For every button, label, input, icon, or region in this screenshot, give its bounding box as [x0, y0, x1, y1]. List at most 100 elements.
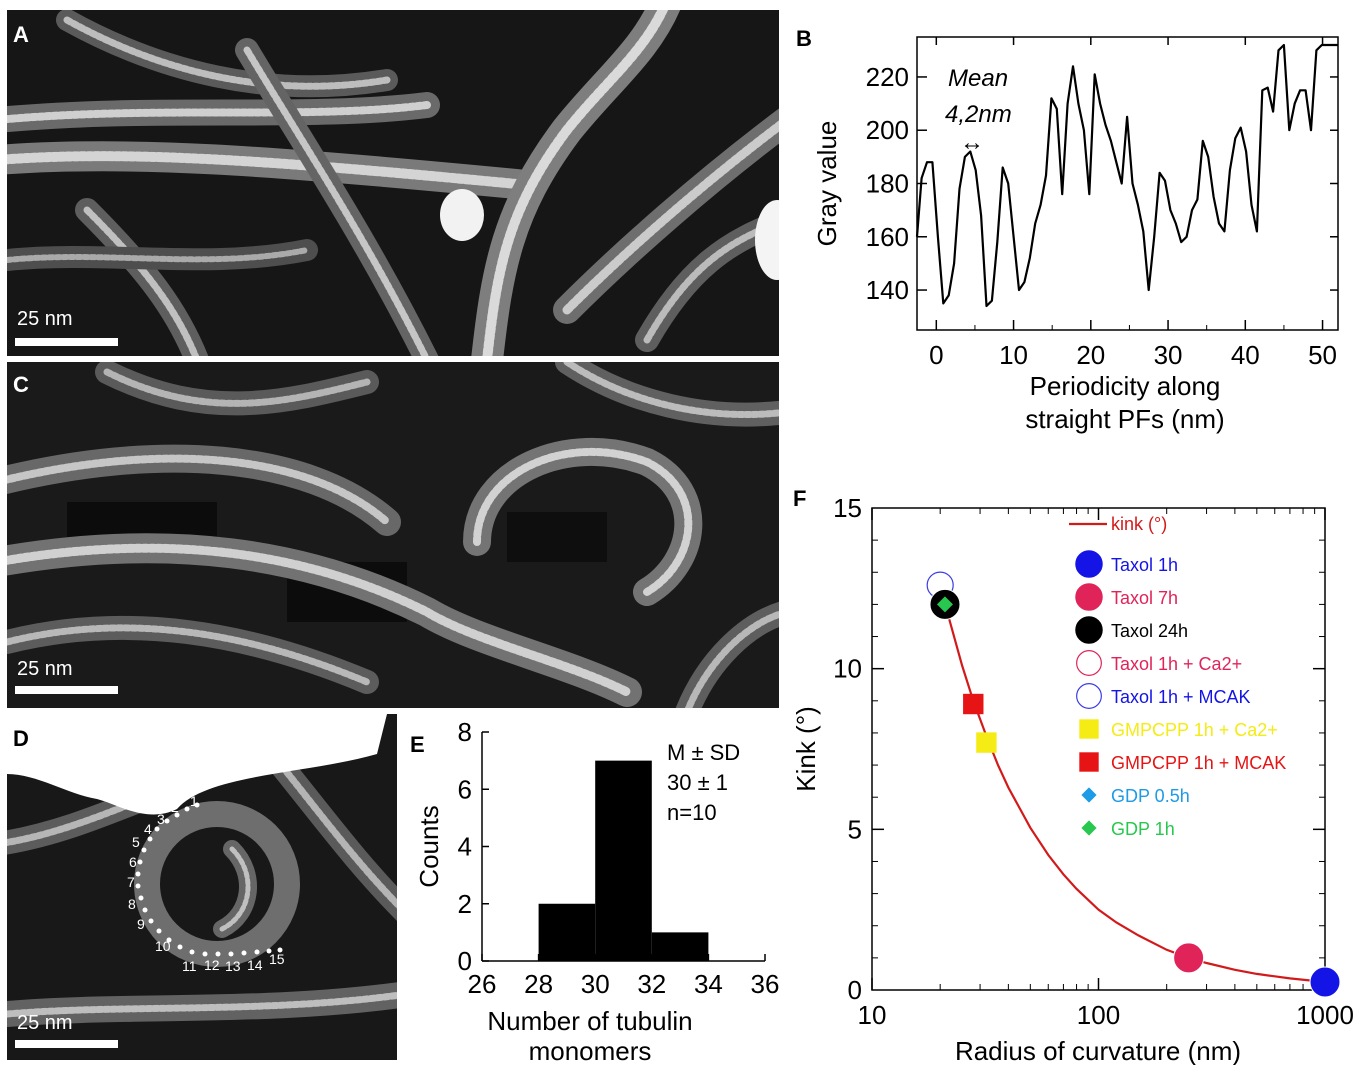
stats-text: 30 ± 1	[667, 770, 728, 795]
y-tick-label: 2	[458, 889, 472, 919]
scale-bar-d	[15, 1040, 118, 1048]
monomer-number: 10	[155, 938, 171, 954]
scale-label-c: 25 nm	[17, 658, 73, 681]
legend-label: Taxol 1h	[1111, 555, 1178, 575]
annotation-value: 4,2nm	[945, 101, 1012, 128]
y-tick-label: 200	[866, 115, 909, 145]
y-tick-label: 10	[833, 654, 862, 684]
legend-marker	[1079, 719, 1098, 738]
legend-marker	[1081, 820, 1096, 835]
monomer-number: 8	[128, 896, 136, 912]
data-point	[1174, 943, 1204, 973]
histogram-bar	[652, 932, 709, 961]
x-tick-label: 10	[999, 340, 1028, 370]
micrograph-d-image: 1 2 3 4 5 6 7 8 9 10 11 12 13 14 15	[7, 714, 397, 1060]
monomer-number: 15	[269, 951, 285, 967]
x-tick-label: 50	[1308, 340, 1337, 370]
micrograph-c-image	[7, 362, 779, 708]
monomer-number: 9	[137, 916, 145, 932]
monomer-number: 5	[132, 834, 140, 850]
annotation-arrow: ↔	[960, 129, 984, 156]
micrograph-a-image	[7, 10, 779, 356]
scale-label-a: 25 nm	[17, 308, 73, 331]
legend-label: GDP 1h	[1111, 819, 1175, 839]
legend-label: GMPCPP 1h + Ca2+	[1111, 720, 1278, 740]
annotation-mean: Mean	[948, 65, 1008, 92]
data-point	[1310, 967, 1340, 997]
x-tick-label: 30	[1154, 340, 1183, 370]
y-tick-label: 180	[866, 169, 909, 199]
x-axis-label: Radius of curvature (nm)	[955, 1036, 1241, 1065]
data-point	[963, 694, 983, 714]
monomer-number: 1	[190, 793, 198, 809]
monomer-number: 12	[204, 957, 220, 973]
micrograph-panel-d: 1 2 3 4 5 6 7 8 9 10 11 12 13 14 15 D 25…	[7, 714, 397, 1060]
panel-letter-c: C	[13, 372, 29, 398]
y-tick-label: 160	[866, 222, 909, 252]
monomer-number: 3	[157, 811, 165, 827]
y-tick-label: 6	[458, 774, 472, 804]
chart-f-kink-vs-radius: F 10 100 1000 0 5 10 15 Radius of curvature (nm)…	[785, 480, 1355, 1065]
legend-label: GMPCPP 1h + MCAK	[1111, 753, 1286, 773]
y-tick-label: 220	[866, 62, 909, 92]
panel-letter-e: E	[410, 732, 425, 757]
scale-bar-c	[15, 686, 118, 694]
kink-curve	[940, 585, 1325, 982]
legend-marker	[1075, 583, 1104, 612]
x-tick-label: 36	[751, 969, 780, 999]
micrograph-panel-a: A 25 nm	[7, 10, 779, 356]
y-tick-label: 4	[458, 832, 472, 862]
monomer-number: 11	[182, 958, 197, 974]
y-tick-label: 0	[458, 946, 472, 976]
x-axis-label: Number of tubulin	[487, 1006, 692, 1036]
monomer-number: 6	[129, 854, 137, 870]
y-axis-label: Gray value	[812, 121, 842, 247]
x-tick-label: 32	[637, 969, 666, 999]
monomer-number: 14	[247, 957, 263, 973]
legend-label: Taxol 24h	[1111, 621, 1188, 641]
x-tick-label: 1000	[1296, 1000, 1354, 1030]
legend-marker	[1077, 651, 1102, 676]
legend-label: Taxol 1h + Ca2+	[1111, 654, 1242, 674]
legend-label: Taxol 7h	[1111, 588, 1178, 608]
legend-label: GDP 0.5h	[1111, 786, 1190, 806]
y-tick-label: 5	[848, 814, 862, 844]
x-axis-label: straight PFs (nm)	[1025, 404, 1224, 434]
x-axis-label: Periodicity along	[1030, 371, 1221, 401]
monomer-number: 7	[127, 874, 135, 890]
scale-bar-a	[15, 338, 118, 346]
y-tick-label: 140	[866, 275, 909, 305]
histogram-bar	[595, 761, 652, 961]
x-tick-label: 0	[929, 340, 943, 370]
scale-label-d: 25 nm	[17, 1012, 73, 1035]
y-tick-label: 0	[848, 975, 862, 1005]
data-point	[976, 732, 996, 752]
y-tick-label: 8	[458, 717, 472, 747]
legend-marker	[1075, 550, 1104, 579]
legend-marker	[1075, 616, 1104, 645]
x-tick-label: 34	[694, 969, 723, 999]
y-axis-label: Kink (°)	[791, 706, 821, 792]
monomer-number: 2	[171, 799, 179, 815]
histogram-bar	[539, 904, 596, 961]
panel-letter-a: A	[13, 22, 29, 48]
micrograph-panel-c: C 25 nm	[7, 362, 779, 708]
panel-letter-f: F	[793, 486, 806, 511]
stats-text: n=10	[667, 800, 717, 825]
legend-marker	[1081, 787, 1096, 802]
panel-letter-d: D	[13, 726, 29, 752]
panel-letter-b: B	[796, 26, 812, 51]
monomer-number: 4	[144, 821, 152, 837]
chart-e-histogram: E 26 28 30 32 34 36 0 2 4 6 8 Number of tubulinmonom…	[400, 714, 780, 1064]
legend-label: kink (°)	[1111, 514, 1167, 534]
x-tick-label: 28	[524, 969, 553, 999]
legend-label: Taxol 1h + MCAK	[1111, 687, 1251, 707]
legend-marker	[1079, 752, 1098, 771]
x-tick-label: 100	[1077, 1000, 1120, 1030]
y-tick-label: 15	[833, 493, 862, 523]
monomer-number: 13	[225, 958, 241, 974]
y-axis-label: Counts	[414, 805, 444, 887]
legend-marker	[1077, 684, 1102, 709]
x-tick-label: 20	[1076, 340, 1105, 370]
x-axis-label: monomers	[529, 1036, 652, 1064]
